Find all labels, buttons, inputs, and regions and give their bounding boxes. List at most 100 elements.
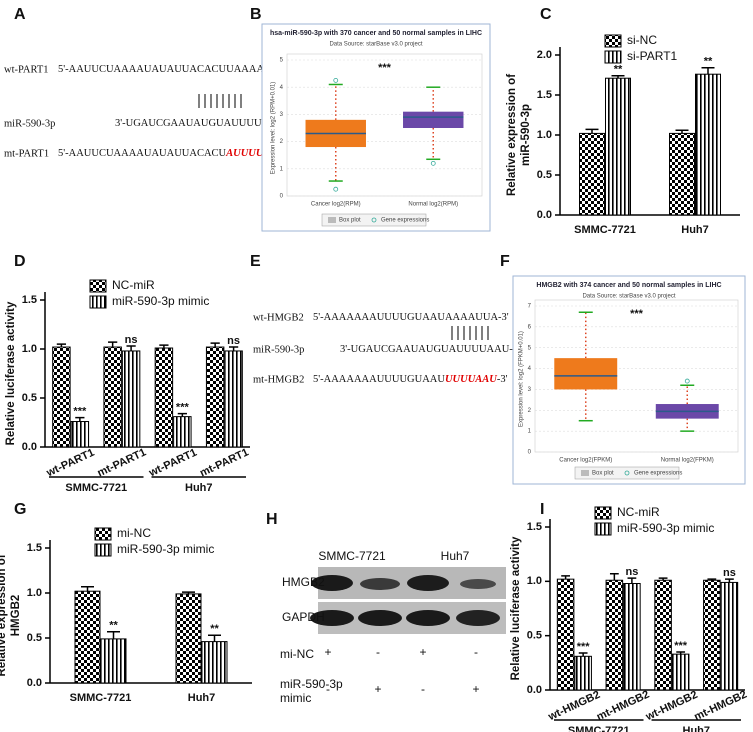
group-label: SMMC-7721 (568, 725, 630, 732)
x-tick-label: SMMC-7721 (574, 224, 636, 236)
legend-swatch (371, 217, 377, 223)
sign: - (474, 645, 478, 659)
sequence-part: 5'-AAUUCUAAAAUAUAUUACACUUAAAAUUA-3' (58, 64, 298, 75)
y-tick-label: 2 (528, 408, 532, 414)
error-bar (228, 346, 239, 351)
y-axis-label: HMGB2 (10, 595, 22, 637)
significance: ns (625, 566, 638, 578)
legend-swatch (581, 470, 589, 476)
x-tick-label: mt-HMGB2 (692, 688, 749, 723)
error-bar (725, 578, 734, 583)
y-tick-label: 0 (528, 450, 532, 456)
sequence-part: 3'-UGAUCGAAUAUGUAUUUUAAU-5' (115, 118, 295, 129)
legend-swatch (594, 522, 612, 536)
legend-label: Gene expressions (381, 218, 429, 224)
bar (52, 346, 71, 448)
error-bar (210, 342, 220, 348)
error-bar (108, 341, 118, 348)
significance: ns (227, 335, 240, 347)
error-bar (609, 572, 619, 581)
error-bar (675, 129, 689, 134)
y-tick-label: 1.0 (27, 587, 42, 599)
row-label: wt-PART1 (4, 64, 49, 75)
panel-letter: C (540, 6, 552, 23)
legend-label: NC-miR (112, 278, 155, 292)
x-tick-label: mt-PART1 (96, 446, 149, 479)
sign: + (374, 682, 381, 696)
legend-swatch (94, 543, 112, 557)
bar (579, 132, 605, 216)
sequence-part: 3'-UGAUCGAAUAUGUAUUUUAAU-5' (340, 344, 520, 355)
x-tick-label: wt-PART1 (146, 447, 198, 480)
x-tick-label: Huh7 (188, 692, 216, 704)
legend-swatch (594, 506, 612, 520)
y-tick-label: 5 (280, 58, 284, 64)
annotation: *** (630, 308, 644, 320)
y-tick-label: 1.5 (22, 294, 37, 306)
error-bar (208, 634, 221, 642)
panel-letter: E (250, 253, 261, 270)
error-bar (81, 585, 94, 592)
significance: ns (125, 334, 138, 346)
outlier (430, 160, 436, 166)
y-tick-label: 1.5 (527, 521, 542, 533)
sequence-part: 5'-AAAAAAAUUUUGUAAUAAAAUUA-3' (313, 312, 509, 323)
y-axis-label: Relative luciferase activity (510, 536, 522, 680)
sequence-end: -3' (497, 374, 508, 385)
protein-label: GAPDH (282, 610, 325, 624)
panel-letter: H (266, 511, 278, 528)
error-bar (627, 577, 637, 584)
bar (70, 421, 90, 448)
legend-swatch (94, 527, 112, 541)
sign: + (472, 682, 479, 696)
bar (74, 590, 101, 684)
error-bar (107, 630, 120, 639)
legend-label: si-PART1 (627, 49, 678, 63)
y-tick-label: 2 (280, 139, 284, 145)
protein-label: HMGB2 (282, 575, 325, 589)
legend-label: Box plot (339, 218, 361, 224)
y-tick-label: 1.0 (537, 129, 552, 141)
legend-label: mi-NC (117, 526, 151, 540)
row-label: miR-590-3p (253, 344, 304, 355)
y-tick-label: 1.5 (537, 89, 552, 101)
panel-letter: G (14, 501, 26, 518)
y-tick-label: 5 (528, 345, 532, 351)
legend-label: miR-590-3p mimic (617, 521, 714, 535)
bar (605, 579, 624, 691)
legend-label: Box plot (592, 471, 614, 477)
legend-swatch (624, 470, 630, 476)
legend-box (574, 466, 680, 480)
chart-subtitle: Data Source: starBase v3.0 project (582, 294, 675, 300)
y-tick-label: 0.5 (527, 630, 542, 642)
error-bar (707, 578, 717, 581)
bar (671, 653, 690, 691)
legend-label: NC-miR (617, 505, 660, 519)
panel-letter: F (500, 253, 510, 270)
legend-box (321, 213, 427, 227)
significance: ns (723, 567, 736, 579)
sign: - (421, 682, 425, 696)
bar (669, 132, 695, 216)
error-bar (177, 412, 187, 417)
bar (574, 655, 592, 691)
row-label: miR-590-3p (4, 118, 55, 129)
outlier (684, 378, 690, 384)
y-tick-label: 1.0 (22, 343, 37, 355)
y-tick-label: 1 (280, 166, 284, 172)
x-tick-label: mt-HMGB2 (595, 688, 652, 723)
y-tick-label: 0.5 (22, 392, 37, 404)
chart-title: hsa-miR-590-3p with 370 cancer and 50 no… (270, 30, 482, 37)
significance: ** (109, 620, 118, 632)
panel-letter: B (250, 6, 262, 23)
error-bar (561, 575, 570, 580)
sequence: 5'-AAUUCUAAAAUAUAUUACACUAUUUUAAU-3' (58, 148, 296, 159)
error-bar (182, 591, 195, 594)
significance: ** (614, 64, 623, 76)
row-label: mt-HMGB2 (253, 374, 304, 385)
significance: *** (674, 640, 688, 652)
y-tick-label: 0.5 (27, 632, 42, 644)
sequence: 3'-UGAUCGAAUAUGUAUUUUAAU-5' (340, 344, 520, 355)
bar (205, 346, 225, 448)
